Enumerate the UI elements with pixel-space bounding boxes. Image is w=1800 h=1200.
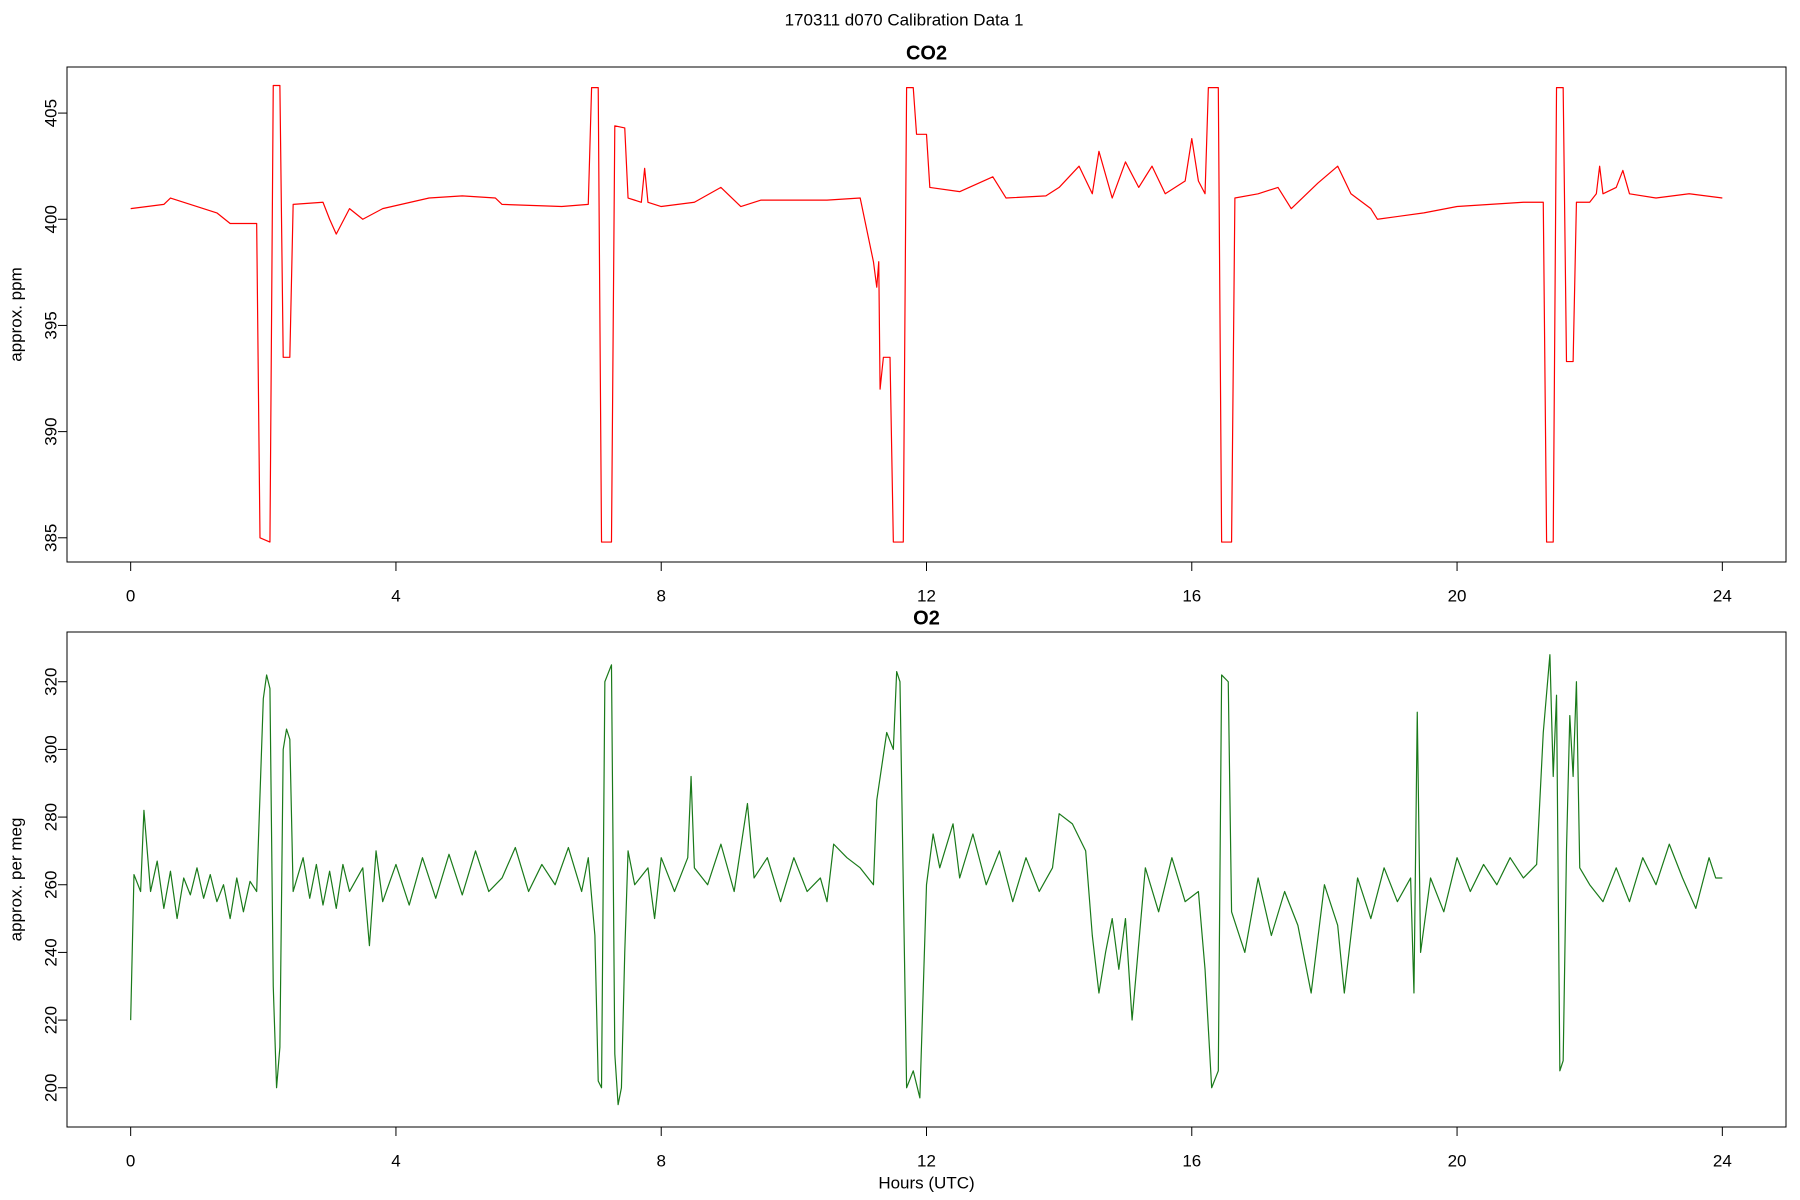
x-tick-label: 0 <box>126 1151 135 1170</box>
x-tick-label: 16 <box>1182 586 1201 605</box>
y-tick-label: 220 <box>41 1006 60 1034</box>
panel-title: CO2 <box>906 42 947 64</box>
panel-title: O2 <box>913 607 940 629</box>
y-tick-label: 320 <box>41 668 60 696</box>
x-tick-label: 0 <box>126 586 135 605</box>
x-tick-label: 24 <box>1713 586 1732 605</box>
x-tick-label: 4 <box>391 586 400 605</box>
data-line <box>130 654 1723 1106</box>
x-tick-label: 8 <box>656 1151 665 1170</box>
y-tick-label: 405 <box>41 99 60 127</box>
x-tick-label: 12 <box>917 586 936 605</box>
x-tick-label: 4 <box>391 1151 400 1170</box>
y-tick-label: 395 <box>41 311 60 339</box>
x-tick-label: 20 <box>1448 1151 1467 1170</box>
x-tick-label: 8 <box>656 586 665 605</box>
y-tick-label: 385 <box>41 524 60 552</box>
y-axis-label: approx. ppm <box>6 267 25 362</box>
x-tick-label: 24 <box>1713 1151 1732 1170</box>
x-tick-label: 20 <box>1448 586 1467 605</box>
x-axis-label: Hours (UTC) <box>878 1173 974 1192</box>
figure-title: 170311 d070 Calibration Data 1 <box>785 10 1024 29</box>
x-tick-label: 16 <box>1182 1151 1201 1170</box>
data-line <box>130 84 1723 543</box>
y-tick-label: 200 <box>41 1074 60 1102</box>
y-tick-label: 300 <box>41 735 60 763</box>
y-tick-label: 240 <box>41 938 60 966</box>
y-axis-label: approx. per meg <box>6 818 25 942</box>
y-tick-label: 280 <box>41 803 60 831</box>
y-tick-label: 260 <box>41 871 60 899</box>
x-tick-label: 12 <box>917 1151 936 1170</box>
y-tick-label: 390 <box>41 417 60 445</box>
y-tick-label: 400 <box>41 205 60 233</box>
